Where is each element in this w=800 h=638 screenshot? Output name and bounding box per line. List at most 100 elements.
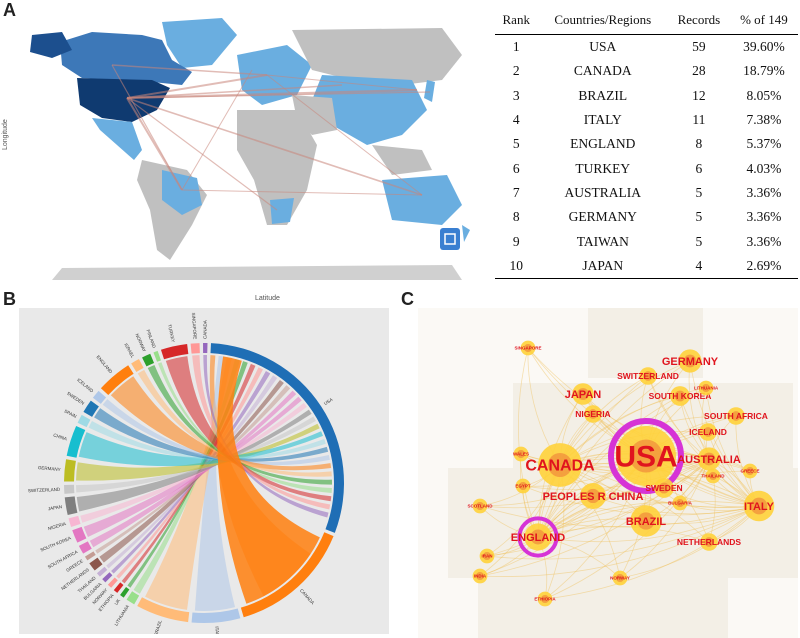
node-label: AUSTRALIA (677, 454, 741, 466)
chord-label: SOUTH KOREA (40, 535, 72, 552)
node-core (523, 343, 533, 353)
chord-ribbon (89, 390, 297, 548)
chord-segment-norway (142, 353, 155, 367)
panel-label-a: A (3, 0, 16, 20)
cell-rank: 2 (512, 63, 520, 79)
table-row: 6 TURKEY 6 4.03% (495, 156, 798, 180)
table-row: 10 JAPAN 4 2.69% (495, 253, 798, 279)
cell-percent: 2.69% (729, 253, 798, 279)
cell-rank: 8 (512, 209, 520, 225)
chord-label: NIGERIA (47, 521, 66, 531)
node-core (577, 388, 589, 400)
network-edge (537, 458, 710, 538)
chord-ribbons (76, 355, 332, 611)
col-header-rank: Rank (495, 8, 538, 35)
node-label: NETHERLANDS (677, 537, 742, 547)
network-edge (544, 505, 760, 600)
network-node-japan: JAPAN (565, 383, 601, 405)
network-node-sweden: SWEDEN (645, 478, 683, 498)
network-edge (486, 505, 760, 560)
table-row: 3 BRAZIL 12 8.05% (495, 84, 798, 108)
cell-percent: 3.36% (746, 184, 782, 200)
chord-ribbon (99, 379, 284, 563)
chord-segment-japan (64, 496, 78, 515)
chord-arcs: USACANADAITALYBRAZILLITHUANIAUKETHIOPIAN… (28, 312, 344, 634)
chord-label: SWEDEN (66, 391, 85, 406)
cell-percent: 3.36% (746, 209, 782, 225)
cell-rank: 4 (512, 112, 520, 128)
cell-rank: 1 (512, 39, 520, 55)
chord-label: ENGLAND (96, 354, 114, 374)
network-edge (537, 375, 649, 538)
node-label: SWITZERLAND (617, 371, 679, 381)
cell-percent: 18.79% (743, 63, 785, 79)
chord-ribbon (94, 408, 329, 462)
cell-country: ENGLAND (570, 136, 636, 152)
chord-ribbon (76, 409, 312, 512)
network-edge (619, 458, 710, 579)
node-label: CANADA (525, 458, 595, 475)
network-edge (537, 500, 760, 538)
chord-label: FINLAND (145, 329, 157, 349)
node-core (708, 471, 718, 481)
network-edge (537, 505, 760, 543)
chord-segment-germany (64, 459, 76, 482)
network-edge (479, 505, 760, 528)
cell-records: 11 (692, 112, 706, 128)
chord-segment-iceland (92, 390, 107, 404)
network-node-iceland: ICELAND (689, 423, 727, 441)
node-core (530, 529, 546, 545)
node-core (704, 537, 714, 547)
cell-rank: 7 (512, 184, 520, 200)
chord-top-label: Latitude (255, 295, 280, 302)
network-node-scotland: SCOTLAND (468, 498, 493, 514)
cell-records: 5 (695, 233, 703, 249)
world-map (30, 18, 470, 280)
chord-segment-turkey (160, 344, 189, 360)
chord-segment-canada (203, 343, 208, 354)
chord-label: CANADA (202, 320, 207, 339)
node-label: BRAZIL (626, 516, 667, 528)
node-core (674, 390, 686, 402)
node-label: EGYPT (515, 484, 531, 489)
cell-records: 8 (695, 136, 703, 152)
network-edge (537, 360, 691, 538)
node-label: THAILAND (702, 474, 726, 479)
node-label: BULGARIA (668, 501, 692, 506)
chord-segment-israel (131, 359, 144, 372)
node-label: ICELAND (689, 427, 727, 437)
cell-records: 4 (668, 253, 730, 279)
cell-rank: 5 (512, 136, 520, 152)
cell-country: BRAZIL (578, 87, 628, 103)
chord-segment-usa (210, 343, 344, 533)
chord-ribbon (121, 363, 256, 584)
chord-segment-sweden (83, 400, 99, 417)
node-core (540, 594, 550, 604)
cell-country: USA (589, 39, 617, 55)
chord-segment-canada (240, 532, 334, 618)
node-core (701, 383, 711, 393)
node-core (629, 439, 663, 473)
network-node-south-korea: SOUTH KOREA (649, 386, 711, 406)
node-label: ENGLAND (511, 532, 565, 544)
node-core (702, 452, 716, 466)
network-node-germany: GERMANY (662, 349, 719, 373)
cell-records: 5 (695, 184, 703, 200)
cell-rank: 3 (512, 87, 520, 103)
cell-records: 59 (692, 39, 706, 55)
node-core (516, 449, 526, 459)
chord-ribbon (83, 396, 302, 537)
chord-label: LITHUANIA (113, 604, 130, 627)
chord-label: ISRAEL (123, 342, 135, 359)
node-label: USA (614, 441, 677, 474)
node-core (675, 498, 685, 508)
node-label: ETHIOPIA (534, 597, 556, 602)
network-edge (592, 458, 710, 497)
chord-label: SINGAPORE (191, 312, 198, 339)
chord-segment-norway (107, 577, 118, 588)
chord-segment-spain (77, 414, 91, 428)
network-node-india: INDIA (472, 568, 488, 584)
network-edge (537, 395, 681, 538)
collaboration-network: USA CANADA ENGLAND ITALY GERMANY AUSTRALIA BRA… (448, 308, 798, 638)
chord-segment-uk (120, 587, 130, 598)
